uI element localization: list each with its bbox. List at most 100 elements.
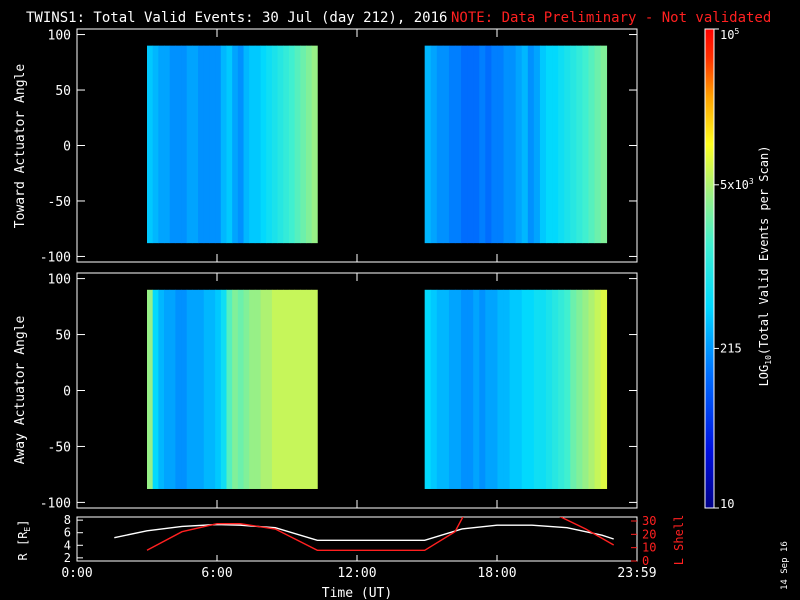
heatmap-cell bbox=[509, 45, 517, 244]
heatmap-cell bbox=[181, 289, 188, 489]
heatmap-cell bbox=[271, 289, 278, 489]
heatmap-cell bbox=[249, 45, 256, 244]
heatmap-cell bbox=[467, 45, 474, 244]
heatmap-cell bbox=[237, 289, 244, 489]
heatmap-cell bbox=[209, 289, 216, 489]
heatmap-cell bbox=[582, 45, 589, 244]
heatmap-cell bbox=[473, 45, 480, 244]
heatmap-cell bbox=[491, 45, 498, 244]
heatmap-cell bbox=[600, 45, 608, 244]
heatmap-cell bbox=[448, 289, 456, 489]
heatmap-cell bbox=[169, 289, 176, 489]
heatmap-cell bbox=[527, 45, 535, 244]
heatmap-cell bbox=[539, 45, 547, 244]
away-heatmap-cells bbox=[147, 289, 608, 489]
heatmap-cell bbox=[594, 45, 601, 244]
toward-y-ticks: 100 50 0 -50 -100 bbox=[40, 29, 637, 265]
heatmap-cell bbox=[277, 45, 284, 244]
heatmap-cell bbox=[305, 45, 313, 244]
r-tick-label: 6 bbox=[64, 526, 71, 540]
heatmap-cell bbox=[503, 45, 510, 244]
heatmap-cell bbox=[164, 45, 171, 244]
heatmap-cell bbox=[497, 45, 504, 244]
heatmap-cell bbox=[311, 45, 318, 244]
heatmap-cell bbox=[283, 289, 290, 489]
colorbar-tick-label: 10 bbox=[720, 497, 734, 511]
preliminary-note: NOTE: Data Preliminary - Not validated bbox=[451, 10, 771, 26]
heatmap-cell bbox=[243, 45, 250, 244]
heatmap-cell bbox=[552, 45, 559, 244]
heatmap-cell bbox=[283, 45, 290, 244]
l-tick-label: 0 bbox=[642, 554, 649, 568]
heatmap-cell bbox=[220, 45, 227, 244]
heatmap-cell bbox=[576, 45, 583, 244]
colorbar-tick-label: 105 bbox=[720, 27, 739, 42]
orbit-lines bbox=[114, 517, 615, 551]
x-tick-label: 23:59 bbox=[617, 566, 656, 581]
heatmap-cell bbox=[515, 289, 523, 489]
heatmap-cell bbox=[175, 45, 182, 244]
orbit-panel-frame bbox=[76, 516, 638, 562]
colorbar-tick-label: 5x103 bbox=[720, 177, 754, 192]
heatmap-cell bbox=[570, 45, 577, 244]
heatmap-cell bbox=[533, 45, 541, 244]
heatmap-cell bbox=[448, 45, 456, 244]
heatmap-cell bbox=[254, 45, 261, 244]
y-tick-label: 0 bbox=[63, 385, 71, 400]
heatmap-cell bbox=[430, 45, 438, 244]
l-shell-line bbox=[559, 517, 615, 546]
heatmap-cell bbox=[503, 289, 510, 489]
heatmap-cell bbox=[260, 45, 267, 244]
toward-angle-heatmap-panel: 100 50 0 -50 -100 Toward Actuator Angle bbox=[13, 28, 638, 265]
heatmap-cell bbox=[436, 45, 444, 244]
heatmap-cell bbox=[254, 289, 261, 489]
heatmap-cell bbox=[570, 289, 577, 489]
heatmap-cell bbox=[300, 45, 307, 244]
heatmap-cell bbox=[539, 289, 547, 489]
heatmap-cell bbox=[582, 289, 589, 489]
heatmap-cell bbox=[266, 45, 273, 244]
l-shell-line bbox=[146, 517, 464, 551]
heatmap-cell bbox=[485, 45, 492, 244]
heatmap-cell bbox=[226, 45, 233, 244]
l-shell-axis-label: L Shell bbox=[672, 515, 686, 566]
heatmap-cell bbox=[209, 45, 216, 244]
heatmap-cell bbox=[311, 289, 318, 489]
heatmap-cell bbox=[186, 45, 193, 244]
heatmap-cell bbox=[515, 45, 523, 244]
y-tick-label: -100 bbox=[40, 250, 71, 265]
heatmap-cell bbox=[588, 289, 595, 489]
heatmap-cell bbox=[192, 45, 199, 244]
y-tick-label: -50 bbox=[48, 195, 71, 210]
heatmap-cell bbox=[232, 45, 239, 244]
colorbar-frame bbox=[704, 28, 715, 509]
heatmap-cell bbox=[203, 289, 210, 489]
r-tick-label: 8 bbox=[64, 513, 71, 527]
y-tick-label: 50 bbox=[55, 84, 71, 99]
x-axis-label: Time (UT) bbox=[322, 586, 392, 600]
heatmap-cell bbox=[461, 289, 468, 489]
heatmap-cell bbox=[288, 289, 296, 489]
l-tick-label: 10 bbox=[642, 541, 656, 555]
heatmap-cell bbox=[181, 45, 188, 244]
heatmap-cell bbox=[198, 45, 205, 244]
heatmap-cell bbox=[271, 45, 278, 244]
heatmap-cell bbox=[533, 289, 541, 489]
heatmap-cell bbox=[564, 289, 571, 489]
heatmap-cell bbox=[260, 289, 267, 489]
heatmap-cell bbox=[491, 289, 498, 489]
heatmap-cell bbox=[203, 45, 210, 244]
heatmap-cell bbox=[497, 289, 504, 489]
away-y-axis-label: Away Actuator Angle bbox=[13, 315, 28, 464]
heatmap-cell bbox=[147, 289, 154, 489]
toward-y-axis-label: Toward Actuator Angle bbox=[13, 64, 28, 229]
heatmap-cell bbox=[158, 289, 165, 489]
heatmap-cell bbox=[442, 45, 450, 244]
heatmap-cell bbox=[237, 45, 244, 244]
heatmap-cell bbox=[600, 289, 608, 489]
r-distance-axis-label: R [RE] bbox=[16, 520, 32, 561]
heatmap-cell bbox=[294, 45, 301, 244]
